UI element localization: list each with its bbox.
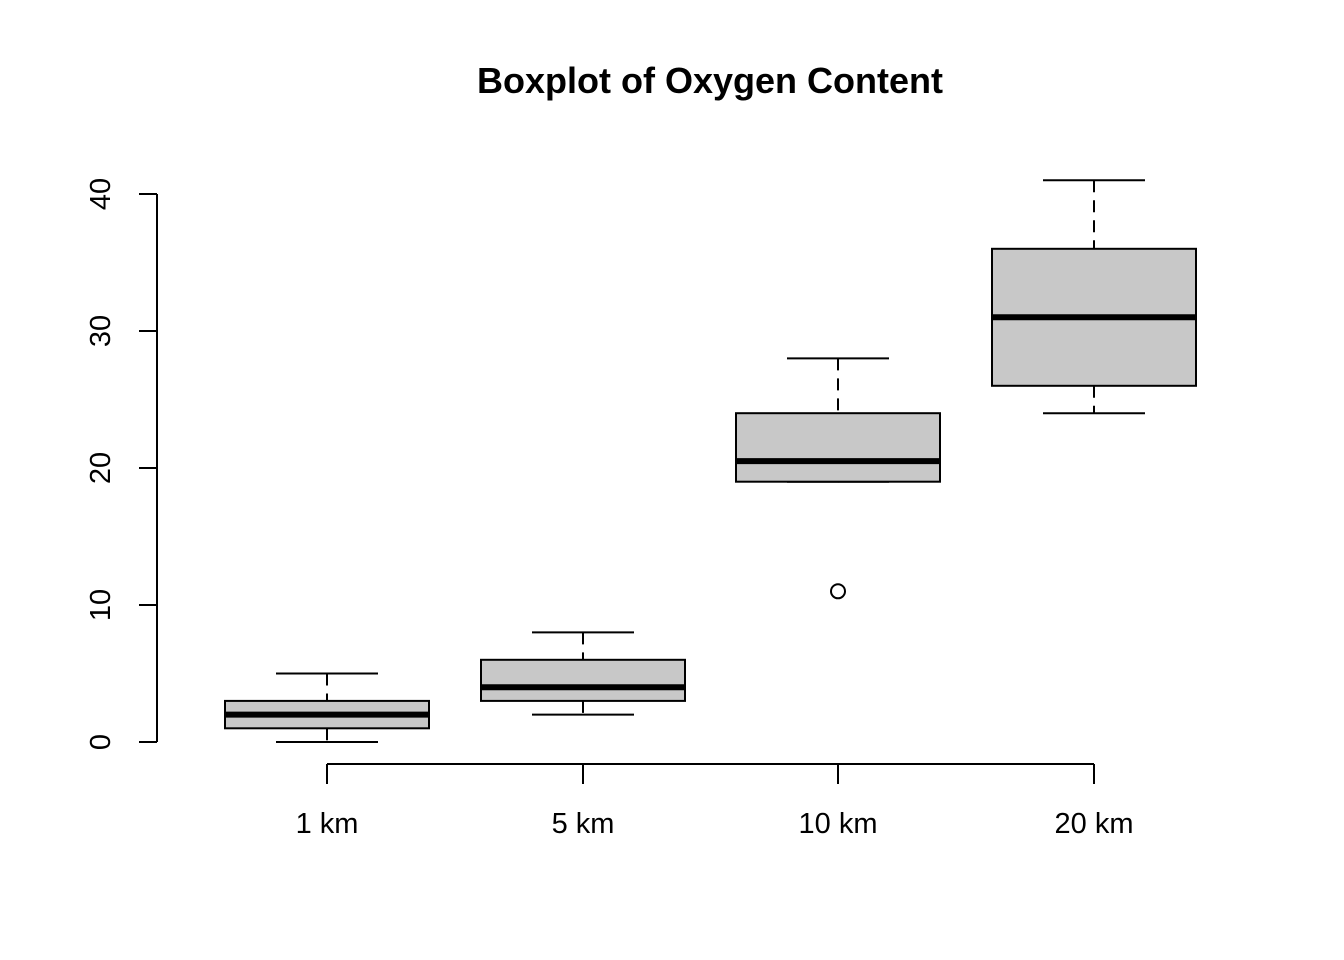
- box-group-10-km: [735, 357, 941, 600]
- box-group-5-km: [480, 631, 686, 716]
- y-tick-label: 40: [85, 178, 117, 210]
- x-tick-label: 1 km: [296, 808, 359, 840]
- chart-title: Boxplot of Oxygen Content: [477, 60, 943, 101]
- y-axis: 0 10 20 30 40: [85, 178, 158, 750]
- x-axis: 1 km 5 km 10 km 20 km: [296, 763, 1134, 840]
- y-tick-label: 0: [85, 734, 117, 750]
- y-tick-label: 30: [85, 315, 117, 347]
- box-iqr: [480, 658, 686, 702]
- x-tick-label: 5 km: [552, 808, 615, 840]
- box-group-1-km: [224, 672, 430, 743]
- x-tick-label: 20 km: [1055, 808, 1134, 840]
- box-iqr: [735, 412, 941, 483]
- y-tick-label: 20: [85, 452, 117, 484]
- outlier-point: [830, 583, 846, 600]
- box-group-20-km: [991, 179, 1197, 415]
- y-tick-label: 10: [85, 589, 117, 621]
- boxes-group: [224, 179, 1197, 743]
- x-tick-label: 10 km: [799, 808, 878, 840]
